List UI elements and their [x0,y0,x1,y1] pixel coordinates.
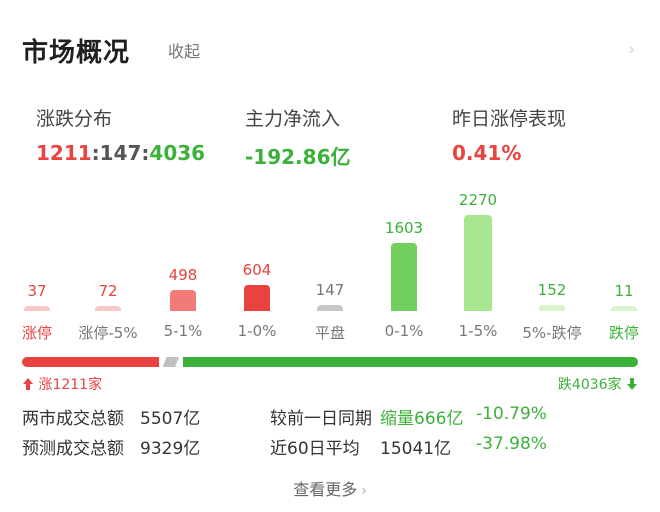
turnover-row: 两市成交总额 5507亿 较前一日同期 缩量666亿 -10.79% [22,404,638,430]
bar-category-label: 涨停-5% [78,324,138,342]
view-more-link[interactable]: 查看更多 › [0,476,660,500]
bar-value-label: 2270 [458,191,498,209]
turnover-total-label: 两市成交总额 [22,409,124,429]
down-segment [183,357,638,367]
up-down-ratio-bar [22,357,638,367]
main-inflow-value: -192.86亿 [245,145,351,169]
avg60-pct: -37.98% [476,434,547,454]
distribution-stat[interactable]: 涨跌分布 1211:147:4036 [36,104,205,165]
yesterday-limit-value: 0.41% [452,141,522,165]
flat-segment [163,357,180,367]
avg60-value: 15041亿 [380,439,452,459]
bar[interactable] [317,304,343,311]
main-inflow-label: 主力净流入 [245,108,341,130]
separator: : [141,141,150,165]
view-more-label: 查看更多 [293,480,358,499]
avg60-label: 近60日平均 [270,439,360,459]
bar[interactable] [539,304,565,311]
down-label-text: 跌4036家 [557,377,622,393]
turnover-total-value: 5507亿 [140,409,201,429]
up-down-labels: 涨1211家 跌4036家 [22,374,638,394]
up-segment [22,357,159,367]
yesterday-limit-stat[interactable]: 昨日涨停表现 0.41% [452,104,566,165]
bar[interactable] [170,289,196,311]
compare-prev-value: 缩量666亿 [380,409,464,429]
main-inflow-stat[interactable]: 主力净流入 -192.86亿 [245,104,350,170]
down-label: 跌4036家 [558,374,638,394]
down-count: 4036 [149,141,206,165]
bar-category-label: 5-1% [163,322,203,340]
bar-value-label: 604 [242,261,272,280]
bar-value-label: 152 [537,280,567,299]
compare-prev-pct: -10.79% [476,404,547,424]
up-label: 涨1211家 [22,374,102,394]
compare-prev-label: 较前一日同期 [270,409,372,429]
bar-value-label: 37 [27,282,47,300]
up-label-text: 涨1211家 [38,377,103,393]
market-overview-header: 市场概况 收起 › [22,30,638,70]
arrow-down-icon [627,378,637,390]
distribution-bar-chart[interactable]: 37 涨停 72 涨停-5% 498 5-1% 604 1-0% 147 平盘 1603 0-1% 22… [0,180,660,350]
page-title: 市场概况 [22,37,131,68]
bar[interactable] [391,243,417,311]
bar-category-label: 1-5% [458,322,498,340]
bar-value-label: 498 [168,265,198,284]
bar-category-label: 5%-跌停 [522,324,582,342]
bar[interactable] [24,306,50,311]
bar[interactable] [611,306,637,311]
bar-value-label: 11 [614,282,634,300]
bar[interactable] [95,306,121,311]
bar-value-label: 72 [98,282,118,300]
separator: : [91,141,100,165]
bar[interactable] [464,215,492,311]
flat-count: 147 [99,141,142,165]
bar-value-label: 147 [315,280,345,299]
forecast-total-label: 预测成交总额 [22,439,124,459]
arrow-up-icon [23,378,33,390]
forecast-row: 预测成交总额 9329亿 近60日平均 15041亿 -37.98% [22,434,638,460]
bar[interactable] [244,285,270,311]
chevron-right-icon[interactable]: › [628,39,636,60]
distribution-label: 涨跌分布 [36,108,113,130]
bar-value-label: 1603 [384,219,424,238]
yesterday-limit-label: 昨日涨停表现 [452,108,567,130]
up-count: 1211 [36,141,92,165]
bar-category-label: 1-0% [237,322,277,340]
stats-row: 涨跌分布 1211:147:4036 主力净流入 -192.86亿 昨日涨停表现… [36,104,636,169]
bar-category-label: 0-1% [384,322,424,340]
forecast-total-value: 9329亿 [140,439,201,459]
bar-category-label: 涨停 [21,324,52,342]
bar-category-label: 平盘 [314,324,345,342]
chevron-right-icon: › [361,483,367,499]
bar-category-label: 跌停 [608,324,639,342]
collapse-button[interactable]: 收起 [168,42,201,61]
